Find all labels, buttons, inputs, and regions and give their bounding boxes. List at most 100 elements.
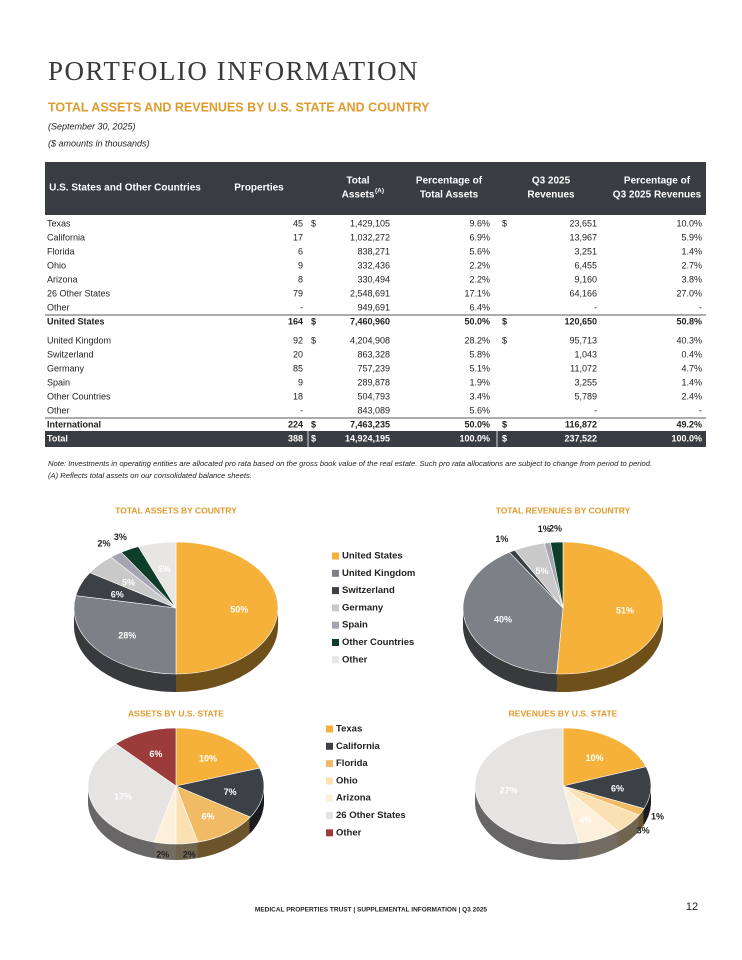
- legend-swatch: [332, 639, 339, 646]
- row-label: Other Countries: [47, 391, 111, 401]
- row-label: Florida: [47, 246, 75, 256]
- slice-label: 7%: [224, 787, 237, 797]
- slice-label: 4%: [579, 815, 592, 825]
- slice-label: 2%: [98, 538, 111, 548]
- slice-label: 2%: [183, 849, 196, 859]
- cell: 40.3%: [676, 335, 702, 345]
- legend-swatch: [332, 604, 339, 612]
- cell: 5,789: [574, 391, 597, 401]
- cell: 0.4%: [681, 349, 702, 359]
- cell: 838,271: [357, 246, 390, 256]
- slice: [175, 767, 265, 818]
- cell: 17.1%: [464, 288, 490, 298]
- legend-swatch: [326, 829, 333, 837]
- slice-label: 10%: [586, 753, 604, 763]
- subtitle: TOTAL ASSETS AND REVENUES BY U.S. STATE …: [48, 100, 430, 114]
- cell: 6: [298, 246, 303, 256]
- cell: 2.7%: [681, 260, 702, 270]
- units: ($ amounts in thousands): [48, 138, 150, 148]
- cell: 2.4%: [681, 391, 702, 401]
- legend-swatch: [332, 587, 339, 595]
- slice-label: 28%: [118, 630, 136, 640]
- legend-label: Florida: [336, 758, 368, 769]
- cell: -: [594, 405, 597, 415]
- slice-label: 6%: [149, 749, 162, 759]
- legend-swatch: [326, 725, 333, 733]
- cell: 27.0%: [676, 288, 702, 298]
- cell: 224: [288, 419, 303, 429]
- cell: 289,878: [357, 377, 390, 387]
- currency: $: [311, 335, 316, 345]
- cell: 3.8%: [681, 274, 702, 284]
- slice-label: 50%: [230, 604, 248, 614]
- row-label: Other: [47, 405, 70, 415]
- chart-title: REVENUES BY U.S. STATE: [509, 708, 618, 718]
- legend-swatch: [332, 621, 339, 629]
- cell: -: [594, 302, 597, 312]
- note: Note: Investments in operating entities …: [48, 459, 652, 468]
- table-header: [45, 162, 706, 215]
- legend-swatch: [326, 812, 333, 819]
- column-header: Revenues: [527, 190, 575, 201]
- legend-label: Switzerland: [342, 585, 395, 596]
- cell: 6,455: [574, 260, 597, 270]
- column-header: Q3 2025 Revenues: [613, 190, 702, 201]
- slice: [562, 766, 652, 809]
- slice-label: 6%: [611, 783, 624, 793]
- date: (September 30, 2025): [48, 121, 136, 131]
- cell: 843,089: [357, 405, 390, 415]
- legend-swatch: [326, 760, 333, 768]
- legend-label: Germany: [342, 602, 384, 613]
- slice-label: 6%: [158, 564, 171, 574]
- slice: [175, 541, 279, 675]
- slice-label: 6%: [202, 811, 215, 821]
- currency: $: [311, 316, 316, 326]
- chart-title: TOTAL ASSETS BY COUNTRY: [115, 505, 237, 515]
- slice-label: 40%: [494, 615, 512, 625]
- row-label: Switzerland: [47, 349, 94, 359]
- cell: 6.4%: [469, 302, 490, 312]
- cell: 18: [293, 391, 303, 401]
- row-label: California: [47, 232, 85, 242]
- legend-label: Arizona: [336, 793, 372, 804]
- cell: 79: [293, 288, 303, 298]
- legend-swatch: [332, 569, 339, 577]
- cell: 5.9%: [681, 232, 702, 242]
- cell: 50.8%: [676, 316, 702, 326]
- cell: 50.0%: [464, 419, 490, 429]
- row-label: Arizona: [47, 274, 78, 284]
- slice: [556, 541, 664, 675]
- cell: 28.2%: [464, 335, 490, 345]
- cell: 5.6%: [469, 405, 490, 415]
- slice-label: 6%: [111, 589, 124, 599]
- legend-label: Texas: [336, 724, 362, 735]
- cell: 1,043: [574, 349, 597, 359]
- cell: 100.0%: [459, 433, 490, 443]
- slice-label: 5%: [535, 566, 548, 576]
- cell: 1.4%: [681, 377, 702, 387]
- cell: 5.6%: [469, 246, 490, 256]
- column-header: U.S. States and Other Countries: [49, 183, 201, 194]
- legend-label: 26 Other States: [336, 810, 406, 821]
- cell: 49.2%: [676, 419, 702, 429]
- cell: 237,522: [564, 433, 597, 443]
- cell: 504,793: [357, 391, 390, 401]
- slice-label: 10%: [199, 753, 217, 763]
- cell: 5.8%: [469, 349, 490, 359]
- footnote-mark: (A): [375, 188, 384, 195]
- row-label: Other: [47, 302, 70, 312]
- cell: 7,463,235: [350, 419, 390, 429]
- slice-label: 5%: [122, 577, 135, 587]
- currency: $: [311, 218, 316, 228]
- column-header: Properties: [234, 183, 284, 194]
- slice: [462, 551, 564, 675]
- currency: $: [502, 335, 507, 345]
- cell: 64,166: [569, 288, 597, 298]
- cell: 116,872: [565, 419, 597, 429]
- legend-swatch: [326, 777, 333, 785]
- row-label: Texas: [47, 218, 71, 228]
- legend-swatch: [326, 794, 333, 802]
- slice: [87, 743, 177, 843]
- cell: 2,548,691: [350, 288, 390, 298]
- legend-label: California: [336, 741, 381, 752]
